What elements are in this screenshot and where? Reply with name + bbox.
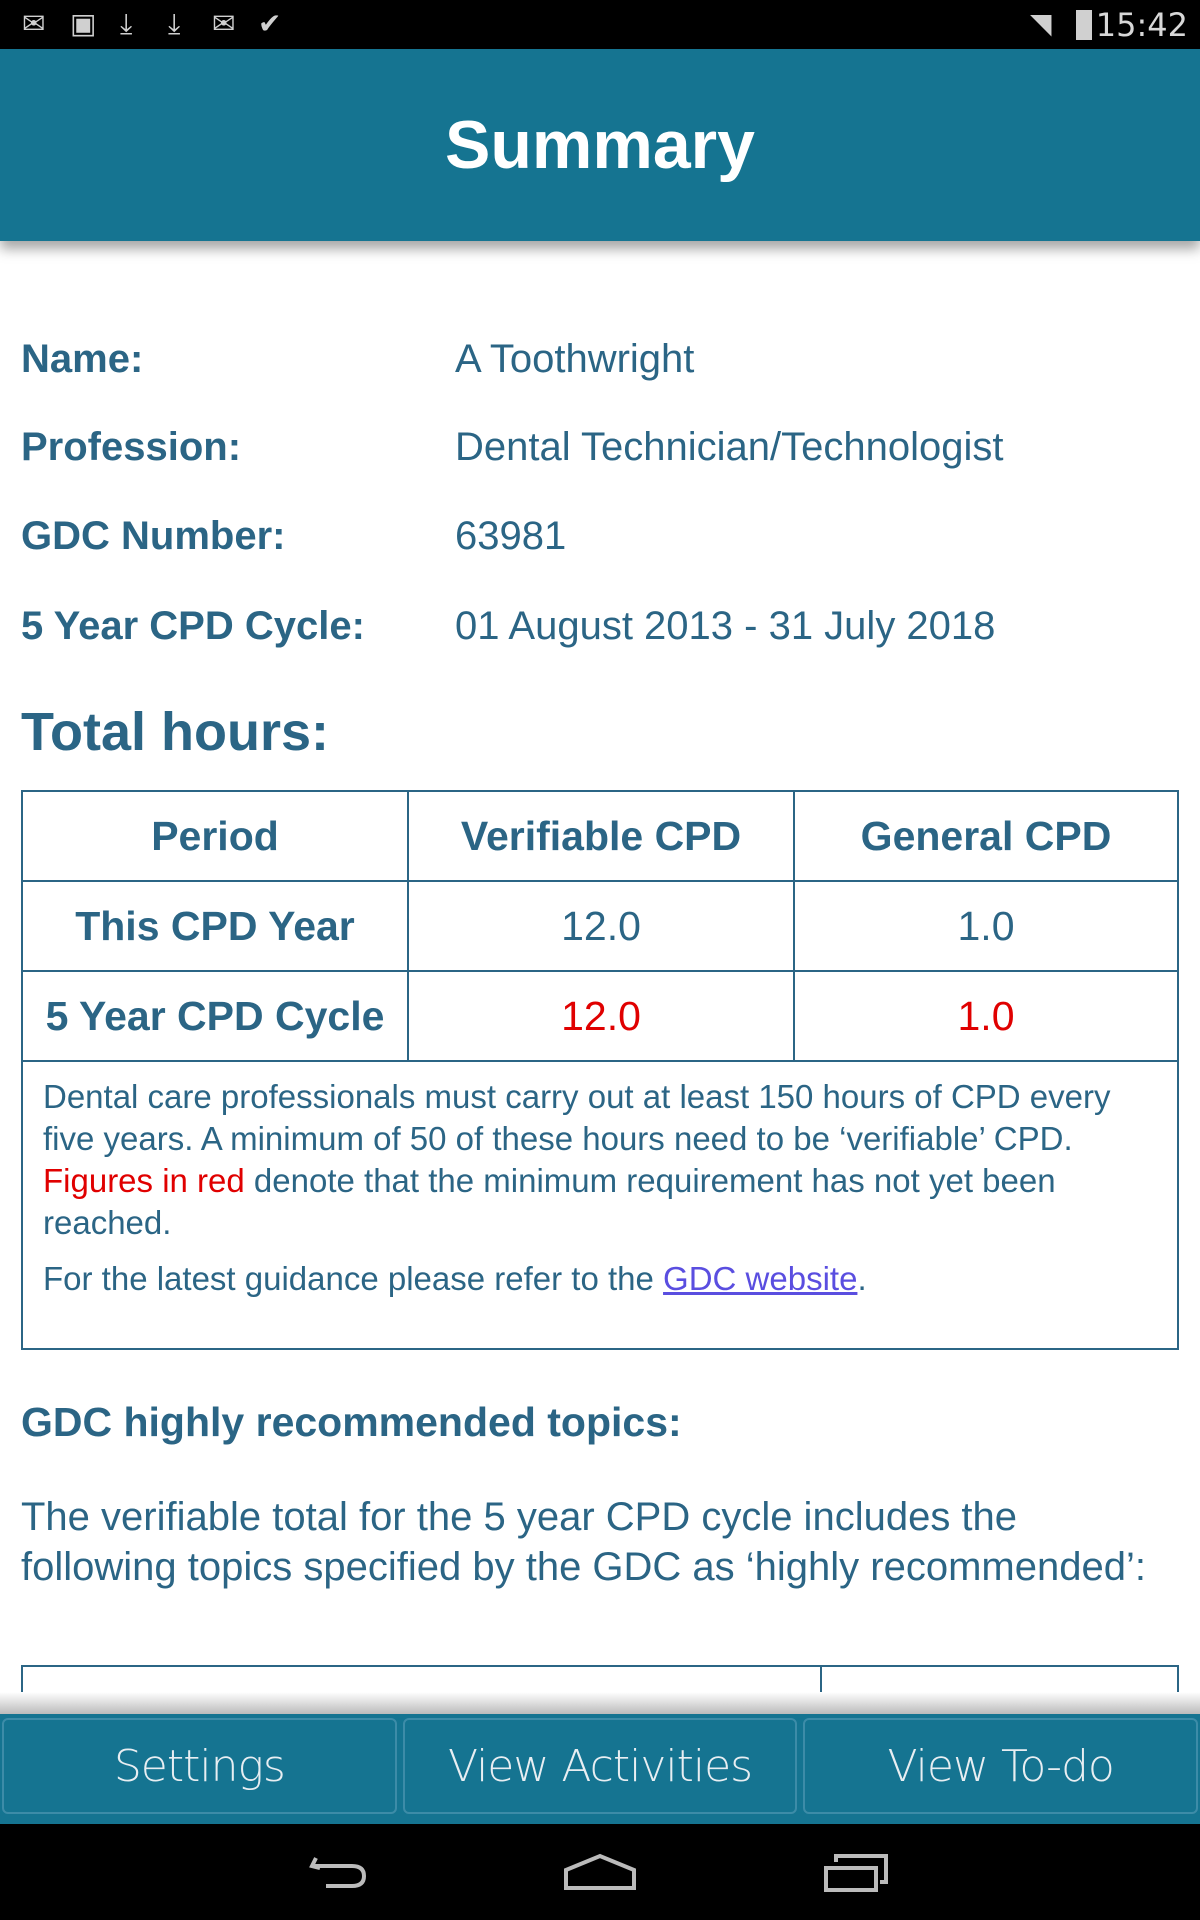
column-header: General CPD xyxy=(793,790,1179,882)
wifi-icon: ◥ xyxy=(1030,8,1052,39)
view-activities-button[interactable]: View Activities xyxy=(402,1718,798,1814)
guidance-text: For the latest guidance please refer to … xyxy=(43,1258,1157,1300)
clock: 15:42 xyxy=(1095,6,1188,44)
system-nav-bar xyxy=(0,1824,1200,1920)
column-header: Period xyxy=(21,790,409,882)
column-header: Verifiable CPD xyxy=(407,790,795,882)
period-cell: This CPD Year xyxy=(21,880,409,972)
info-label: Name: xyxy=(21,337,144,381)
info-value: 01 August 2013 - 31 July 2018 xyxy=(455,604,996,648)
download-icon: ⤓ xyxy=(168,8,181,39)
verifiable-cell: 12.0 xyxy=(407,880,795,972)
cpd-note: Dental care professionals must carry out… xyxy=(21,1058,1179,1350)
gdc-topics-heading: GDC highly recommended topics: xyxy=(21,1399,682,1445)
info-label: GDC Number: xyxy=(21,514,286,558)
recent-apps-icon[interactable] xyxy=(822,1852,892,1892)
info-label: 5 Year CPD Cycle: xyxy=(21,604,365,648)
table-header-row: Period Verifiable CPD General CPD xyxy=(21,790,1179,882)
verifiable-cell: 12.0 xyxy=(407,970,795,1062)
status-bar: ✉ ▣ ⤓ ⤓ ✉ ✔ ◥ 15:42 xyxy=(0,0,1200,49)
total-hours-heading: Total hours: xyxy=(21,702,329,762)
app-header: Summary xyxy=(0,49,1200,241)
guidance-suffix: . xyxy=(857,1260,867,1297)
gdc-website-link[interactable]: GDC website xyxy=(663,1260,858,1297)
column-divider xyxy=(820,1667,822,1693)
info-value: 63981 xyxy=(455,514,567,558)
info-value: A Toothwright xyxy=(455,337,695,381)
requirement-text: Dental care professionals must carry out… xyxy=(43,1076,1157,1244)
settings-button[interactable]: Settings xyxy=(2,1718,397,1814)
home-icon[interactable] xyxy=(562,1852,638,1892)
gmail-icon: ✉ xyxy=(212,8,236,39)
back-icon[interactable] xyxy=(308,1852,378,1892)
download-icon: ⤓ xyxy=(120,8,133,39)
cloud-check-icon: ✔ xyxy=(258,8,282,39)
gdc-topics-description: The verifiable total for the 5 year CPD … xyxy=(21,1495,1146,1589)
summary-content[interactable]: Name: A Toothwright Profession: Dental T… xyxy=(0,241,1200,1693)
bottom-bar-shadow xyxy=(0,1692,1200,1714)
bottom-button-bar: Settings View Activities View To-do xyxy=(0,1714,1200,1824)
table-row: 5 Year CPD Cycle 12.0 1.0 xyxy=(21,970,1179,1062)
note-red-text: Figures in red xyxy=(43,1162,245,1199)
guidance-prefix: For the latest guidance please refer to … xyxy=(43,1260,664,1297)
note-text: denote that the minimum requirement has … xyxy=(43,1162,1056,1241)
general-cell: 1.0 xyxy=(793,970,1179,1062)
image-icon: ▣ xyxy=(70,8,97,39)
page-title: Summary xyxy=(445,107,755,183)
gmail-icon: ✉ xyxy=(22,8,46,39)
info-label: Profession: xyxy=(21,425,242,469)
gdc-topics-table xyxy=(21,1665,1179,1693)
note-text: Dental care professionals must carry out… xyxy=(43,1078,1111,1157)
total-hours-table: Period Verifiable CPD General CPD This C… xyxy=(21,790,1179,1062)
view-todo-button[interactable]: View To-do xyxy=(803,1718,1199,1814)
info-value: Dental Technician/Technologist xyxy=(455,425,1004,469)
period-cell: 5 Year CPD Cycle xyxy=(21,970,409,1062)
table-row: This CPD Year 12.0 1.0 xyxy=(21,880,1179,972)
battery-icon xyxy=(1076,10,1092,40)
general-cell: 1.0 xyxy=(793,880,1179,972)
